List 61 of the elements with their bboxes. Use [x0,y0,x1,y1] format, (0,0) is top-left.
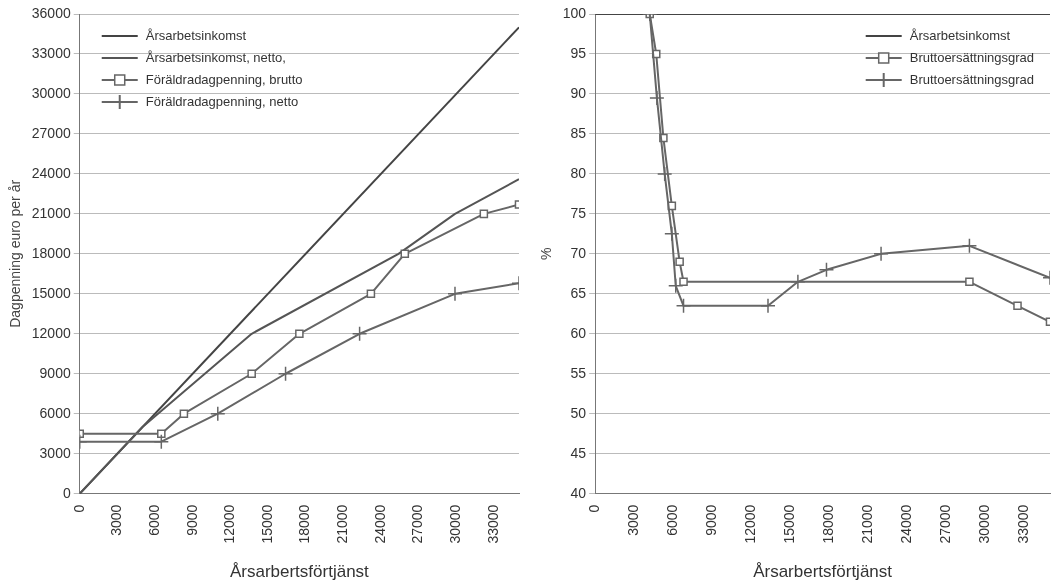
y-tick-label: 45 [570,444,587,461]
x-tick-label: 15000 [780,504,797,544]
y-tick-label: 0 [62,484,71,501]
x-tick-label: 18000 [296,504,313,544]
x-tick-label: 33000 [1014,504,1031,544]
x-tick-label: 15000 [258,504,275,544]
y-tick-label: 33000 [31,44,71,61]
y-tick-label: 18000 [31,244,71,261]
x-tick-label: 3000 [108,504,125,536]
y-tick-label: 95 [570,44,587,61]
x-tick-label: 30000 [447,504,464,544]
x-tick-label: 0 [586,504,603,513]
legend-label: Årsarbetsinkomst, netto, [145,49,286,65]
x-tick-label: 9000 [702,504,719,536]
y-tick-label: 36000 [31,4,71,21]
y-tick-label: 50 [570,404,587,421]
y-tick-label: 40 [570,484,587,501]
y-axis-title: Dagpenning euro per år [7,179,24,328]
x-tick-label: 12000 [221,504,238,544]
y-axis-title: % [538,247,555,261]
y-tick-label: 60 [570,324,587,341]
x-axis-title: Årsarbertsförtjänst [229,562,370,582]
x-axis-title: Årsarbertsförtjänst [753,562,893,582]
x-tick-label: 21000 [334,504,351,544]
y-tick-label: 6000 [39,404,71,421]
x-tick-label: 21000 [858,504,875,544]
y-tick-label: 15000 [31,284,71,301]
legend-label: Föräldradagpenning, brutto [145,71,303,87]
legend-label: Årsarbetsinkomst [145,27,247,43]
x-tick-label: 6000 [145,504,162,536]
legend-label: Föräldradagpenning, netto [145,93,299,109]
y-tick-label: 24000 [31,164,71,181]
x-tick-label: 27000 [936,504,953,544]
y-tick-label: 70 [570,244,587,261]
x-tick-label: 0 [70,504,87,513]
x-tick-label: 30000 [975,504,992,544]
y-tick-label: 55 [570,364,587,381]
y-tick-label: 80 [570,164,587,181]
y-tick-label: 100 [562,4,587,21]
y-tick-label: 65 [570,284,587,301]
x-tick-label: 33000 [484,504,501,544]
y-tick-label: 27000 [31,124,71,141]
y-tick-label: 75 [570,204,587,221]
y-tick-label: 30000 [31,84,71,101]
y-tick-label: 90 [570,84,587,101]
y-tick-label: 12000 [31,324,71,341]
x-tick-label: 24000 [897,504,914,544]
x-tick-label: 24000 [371,504,388,544]
legend-label: Bruttoersättningsgrad [909,49,1034,65]
legend-label: Bruttoersättningsgrad [909,71,1034,87]
y-tick-label: 3000 [39,444,71,461]
x-tick-label: 18000 [819,504,836,544]
y-tick-label: 21000 [31,204,71,221]
x-tick-label: 6000 [663,504,680,536]
x-tick-label: 3000 [625,504,641,536]
y-tick-label: 85 [570,124,587,141]
x-tick-label: 12000 [741,504,758,544]
x-tick-label: 27000 [409,504,426,544]
y-tick-label: 9000 [39,364,71,381]
legend-label: Årsarbetsinkomst [909,27,1011,43]
x-tick-label: 9000 [183,504,200,536]
